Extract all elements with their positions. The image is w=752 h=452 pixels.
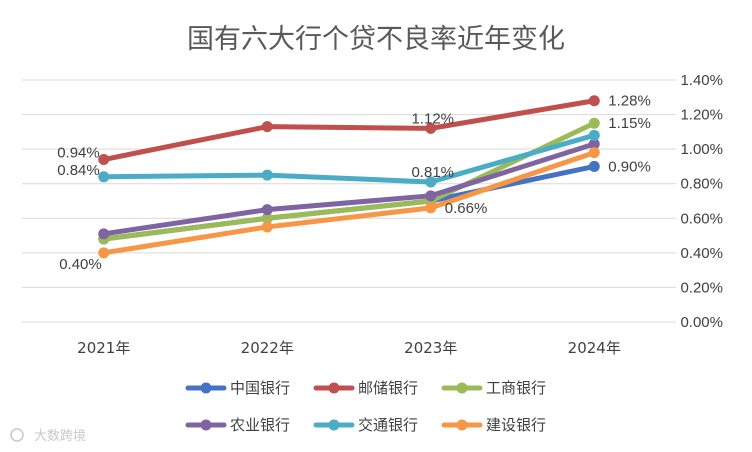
legend-label: 农业银行 [230, 416, 290, 434]
legend-marker [328, 382, 340, 394]
series-line [101, 141, 597, 237]
legend-marker [328, 419, 340, 431]
data-label: 1.12% [411, 110, 454, 127]
series-3 [98, 138, 600, 240]
series-line [101, 132, 597, 185]
data-point [98, 247, 110, 259]
data-label: 0.90% [608, 158, 651, 175]
data-point [261, 204, 273, 216]
legend-marker [456, 419, 468, 431]
data-label: 0.84% [57, 162, 100, 179]
y-tick-label: 0.20% [680, 279, 723, 296]
legend-label: 邮储银行 [358, 379, 418, 397]
data-point [261, 121, 273, 133]
gridlines [22, 79, 676, 323]
data-labels: 0.94%0.84% 0.40% 1.12% 0.81% 0.66% 1.28% 1.15%… [57, 93, 651, 273]
legend-label: 交通银行 [358, 416, 418, 434]
legend-marker [456, 382, 468, 394]
data-point [98, 171, 110, 183]
data-label: 0.94% [57, 145, 100, 162]
legend-item: 邮储银行 [313, 379, 418, 397]
legend-item: 工商银行 [441, 379, 546, 397]
series-4 [98, 129, 600, 188]
data-point [588, 95, 600, 107]
series-5 [98, 147, 600, 259]
watermark: 大数跨境 [10, 428, 86, 444]
legend-item: 交通银行 [313, 416, 418, 434]
series-line [101, 120, 597, 242]
x-tick-label: 2024年 [568, 339, 621, 357]
data-point [425, 190, 437, 202]
y-tick-label: 0.60% [680, 210, 723, 227]
data-point [98, 154, 110, 166]
y-tick-label: 1.40% [680, 72, 723, 89]
data-point [98, 228, 110, 240]
data-label: 1.15% [608, 115, 651, 132]
y-tick-label: 0.40% [680, 245, 723, 262]
data-point [261, 169, 273, 181]
series-line [101, 98, 597, 163]
series-lines [98, 95, 600, 259]
y-tick-label: 1.20% [680, 107, 723, 124]
x-tick-label: 2021年 [77, 339, 130, 357]
y-tick-label: 0.80% [680, 176, 723, 193]
x-tick-label: 2022年 [241, 339, 294, 357]
y-tick-label: 0.00% [680, 314, 723, 331]
data-point [588, 117, 600, 129]
data-point [425, 176, 437, 188]
y-axis-ticks: 0.00% 0.20% 0.40% 0.60% 0.80% 1.00% 1.20% 1.40% [680, 72, 723, 331]
data-label: 1.28% [608, 93, 651, 110]
legend-item: 中国银行 [185, 379, 290, 397]
chart-title: 国有六大行个贷不良率近年变化 [187, 24, 565, 55]
legend-label: 中国银行 [230, 379, 290, 397]
watermark-logo-icon [10, 428, 24, 442]
data-point [261, 221, 273, 233]
series-line [101, 150, 597, 256]
data-point [588, 160, 600, 172]
data-point [425, 202, 437, 214]
data-label: 0.66% [445, 200, 488, 217]
data-label: 0.40% [59, 256, 102, 273]
data-point [588, 138, 600, 150]
legend-item: 农业银行 [185, 416, 290, 434]
legend-item: 建设银行 [441, 416, 546, 434]
legend-label: 工商银行 [486, 379, 546, 397]
watermark-text: 大数跨境 [34, 429, 86, 444]
y-tick-label: 1.00% [680, 141, 723, 158]
data-point [588, 129, 600, 141]
legend-marker [200, 419, 212, 431]
x-tick-label: 2023年 [404, 339, 457, 357]
data-label: 0.81% [411, 164, 454, 181]
data-point [261, 212, 273, 224]
x-axis-categories: 2021年 2022年 2023年 2024年 [77, 339, 621, 357]
legend-label: 建设银行 [486, 416, 546, 434]
data-point [588, 147, 600, 159]
data-point [425, 122, 437, 134]
series-1 [98, 95, 600, 166]
legend-marker [200, 382, 212, 394]
